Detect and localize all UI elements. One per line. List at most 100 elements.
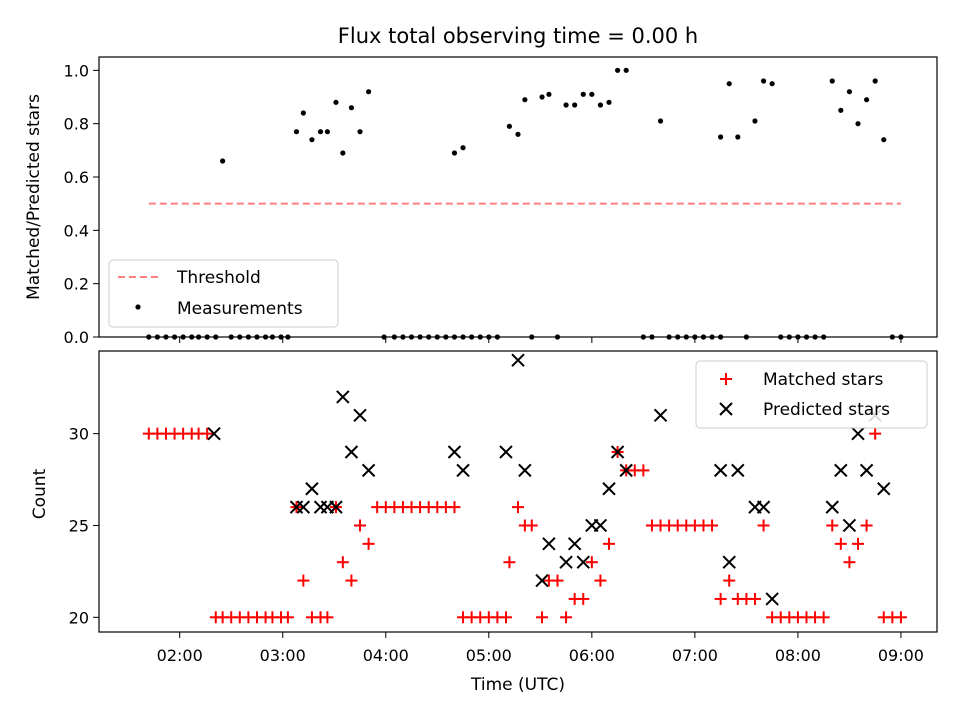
top-y-tick-label: 0.8 <box>64 115 89 134</box>
predicted-star-point <box>456 463 470 478</box>
predicted-star-point <box>825 500 839 514</box>
x-tick-label: 03:00 <box>260 646 306 665</box>
matched-star-point <box>499 611 512 624</box>
legend-predicted-label: Predicted stars <box>763 400 890 420</box>
matched-star-point <box>281 611 294 624</box>
matched-star-point <box>637 464 650 477</box>
predicted-star-point <box>353 408 367 422</box>
top-panel: 0.0 0.2 0.4 0.6 0.8 1.0 Matched/Predicted sta… <box>24 56 938 347</box>
predicted-star-point <box>559 555 573 569</box>
matched-star-point <box>852 537 865 550</box>
bottom-legend-box <box>695 360 928 429</box>
measurement-point <box>657 118 664 124</box>
chart-title: Flux total observing time = 0.00 h <box>338 24 698 48</box>
measurement-point <box>506 123 513 129</box>
measurement-point <box>317 129 324 135</box>
matched-star-point <box>448 501 461 514</box>
predicted-star-point <box>834 463 848 478</box>
predicted-star-point <box>518 463 532 478</box>
matched-star-point <box>723 574 736 587</box>
matched-star-point <box>603 537 616 550</box>
measurement-point <box>515 131 521 137</box>
bottom-y-axis-label: Count <box>30 468 50 519</box>
measurement-point <box>623 67 629 73</box>
predicted-star-point <box>842 518 857 533</box>
matched-star-point <box>894 611 907 624</box>
measurement-point <box>597 102 604 108</box>
bottom-panel: 20 25 30 02:00 03:00 04:00 05:00 06:00 07:00 08:0… <box>30 350 938 695</box>
predicted-star-point <box>713 463 728 478</box>
measurement-point <box>451 150 458 156</box>
legend-threshold-label: Threshold <box>176 268 261 288</box>
top-legend: Threshold Measurements <box>108 259 339 328</box>
matched-star-point <box>536 611 549 624</box>
x-tick-label: 07:00 <box>672 646 718 665</box>
legend-predicted-swatch <box>719 402 733 416</box>
measurement-point <box>760 78 767 84</box>
top-plot-frame <box>98 56 938 338</box>
matched-star-point <box>714 592 727 605</box>
predicted-star-point <box>511 353 525 367</box>
matched-star-point <box>594 574 607 587</box>
predicted-star-point <box>619 463 633 478</box>
predicted-star-point <box>207 426 221 441</box>
top-y-tick-label: 0.6 <box>64 168 89 187</box>
predicted-star-point <box>296 500 311 514</box>
legend-measurements-swatch <box>135 304 141 310</box>
measurement-point <box>539 94 545 100</box>
measurement-point <box>293 129 300 135</box>
predicted-star-point <box>731 463 745 478</box>
matched-star-point <box>826 519 839 532</box>
legend-matched-label: Matched stars <box>763 370 883 390</box>
predicted-star-point <box>305 482 319 496</box>
measurement-point <box>855 121 861 127</box>
bottom-plot-frame <box>98 350 938 633</box>
matched-star-point <box>843 556 856 569</box>
matched-star-point <box>817 611 830 624</box>
measurement-point <box>460 145 466 151</box>
predicted-star-point <box>653 408 668 422</box>
predicted-star-point <box>535 573 549 588</box>
measurement-point <box>872 78 878 84</box>
top-y-tick-label: 1.0 <box>64 61 89 80</box>
matched-star-point <box>525 519 538 532</box>
matched-star-point <box>336 556 349 569</box>
top-y-tick-label: 0.0 <box>64 328 89 347</box>
measurement-point <box>309 137 315 143</box>
matched-star-point <box>503 556 516 569</box>
matched-star-point <box>860 519 873 532</box>
measurement-point <box>735 134 741 140</box>
measurement-point <box>333 99 339 105</box>
x-tick-label: 08:00 <box>775 646 821 665</box>
measurement-point <box>366 89 372 95</box>
top-y-tick-label: 0.4 <box>64 221 89 240</box>
matched-star-point <box>560 611 573 624</box>
x-tick-label: 02:00 <box>157 646 203 665</box>
top-y-tick-label: 0.2 <box>64 275 89 294</box>
predicted-star-point <box>447 445 462 459</box>
matched-star-point <box>354 519 367 532</box>
predicted-star-point <box>567 537 582 551</box>
predicted-star-point <box>602 482 616 496</box>
predicted-star-point <box>542 537 556 551</box>
predicted-star-point <box>361 463 376 478</box>
matched-star-point <box>201 427 214 440</box>
measurement-point <box>881 137 887 143</box>
matched-star-point <box>577 592 590 605</box>
measurement-point <box>829 78 835 84</box>
matched-star-point <box>362 537 375 550</box>
measurement-point <box>769 81 775 87</box>
predicted-star-point <box>877 482 891 496</box>
predicted-star-point <box>336 390 350 404</box>
matched-star-point <box>757 519 770 532</box>
measurement-point <box>718 134 724 140</box>
x-tick-label: 06:00 <box>569 646 615 665</box>
predicted-star-point <box>593 518 608 533</box>
top-legend-box <box>108 259 339 328</box>
measurement-point <box>589 91 595 97</box>
legend-measurements-label: Measurements <box>177 299 303 319</box>
measurement-point <box>606 99 612 105</box>
measurement-point <box>726 81 732 87</box>
x-tick-label: 09:00 <box>878 646 924 665</box>
